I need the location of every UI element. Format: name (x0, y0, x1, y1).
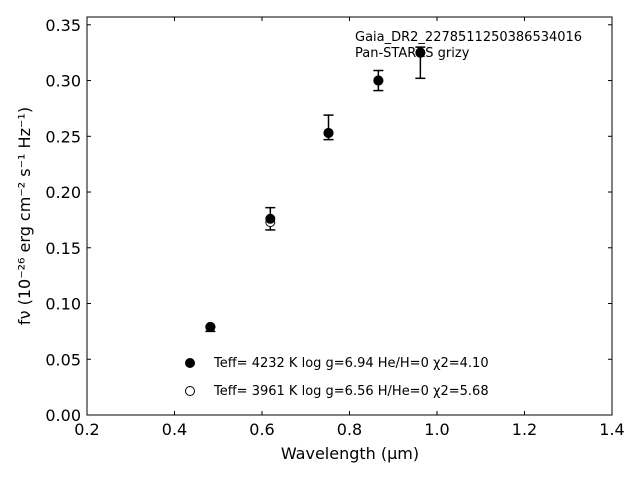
legend-label-1: Teff= 4232 K log g=6.94 He/H=0 χ2=4.10 (213, 356, 489, 371)
data-point-filled (373, 75, 384, 86)
x-tick-label: 1.2 (512, 420, 537, 439)
data-point-filled (205, 321, 216, 332)
x-axis-label: Wavelength (μm) (281, 444, 419, 463)
x-tick-label: 0.4 (162, 420, 187, 439)
legend-label-2: Teff= 3961 K log g=6.56 H/He=0 χ2=5.68 (213, 384, 489, 399)
x-tick-label: 0.2 (74, 420, 99, 439)
data-marks (205, 46, 426, 333)
legend-marker-filled (185, 358, 195, 368)
x-tick-label: 1.0 (424, 420, 449, 439)
x-tick-label: 0.6 (249, 420, 274, 439)
legend-marker-open (185, 386, 195, 396)
data-point-filled (265, 213, 276, 224)
x-tick-label: 0.8 (337, 420, 362, 439)
y-tick-label: 0.00 (45, 406, 81, 425)
y-axis-label: fν (10⁻²⁶ erg cm⁻² s⁻¹ Hz⁻¹) (15, 107, 34, 325)
y-tick-label: 0.25 (45, 127, 81, 146)
data-point-filled (323, 127, 334, 138)
y-tick-label: 0.35 (45, 16, 81, 35)
y-tick-label: 0.10 (45, 295, 81, 314)
y-tick-label: 0.05 (45, 350, 81, 369)
data-point-filled (415, 47, 426, 58)
annotation-line-2: Pan-STARRS grizy (355, 46, 470, 61)
y-tick-label: 0.15 (45, 239, 81, 258)
y-tick-label: 0.30 (45, 72, 81, 91)
axis-ticks: 0.2 0.4 0.6 0.8 1.0 1.2 1.4 0.00 0.05 0.10 0.15 0.2… (45, 16, 624, 439)
x-tick-label: 1.4 (599, 420, 624, 439)
legend: Teff= 4232 K log g=6.94 He/H=0 χ2=4.10 T… (185, 356, 489, 399)
y-tick-label: 0.20 (45, 183, 81, 202)
annotation-line-1: Gaia_DR2_2278511250386534016 (355, 30, 582, 45)
